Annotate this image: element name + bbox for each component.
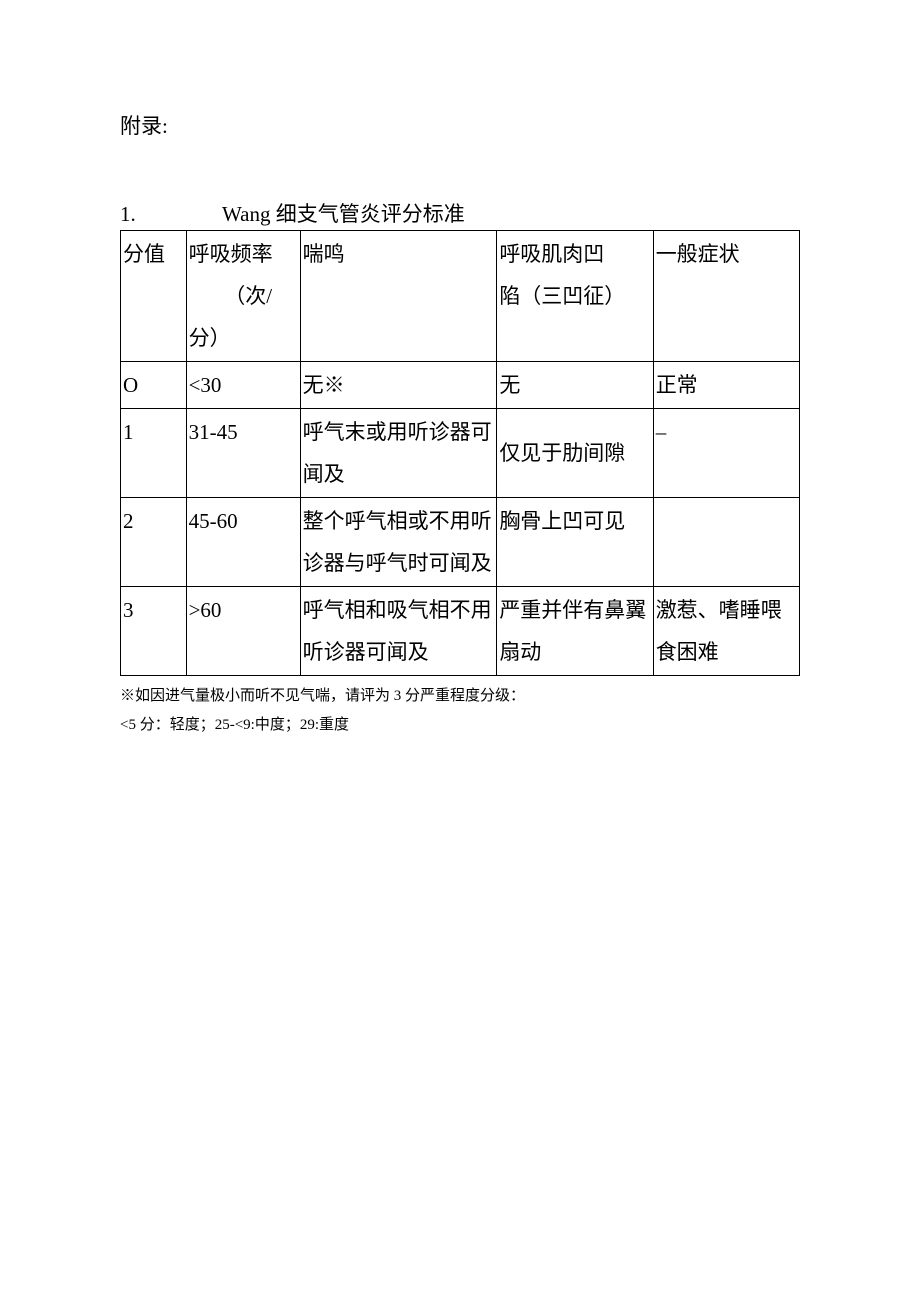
cell-retraction: 无 bbox=[497, 362, 653, 409]
cell-rate: 45-60 bbox=[186, 498, 300, 587]
title-number: 1. bbox=[120, 202, 222, 227]
header-rate: 呼吸频率 （次/分） bbox=[186, 231, 300, 362]
table-title: 1.Wang 细支气管炎评分标准 bbox=[120, 198, 800, 228]
cell-general: – bbox=[653, 409, 799, 498]
cell-wheeze: 整个呼气相或不用听诊器与呼气时可闻及 bbox=[300, 498, 497, 587]
cell-score: O bbox=[121, 362, 187, 409]
header-retraction-line1: 呼吸肌肉凹 bbox=[499, 242, 604, 266]
table-row: O <30 无※ 无 正常 bbox=[121, 362, 800, 409]
header-rate-label: 呼吸频率 bbox=[189, 242, 273, 266]
cell-retraction: 仅见于肋间隙 bbox=[497, 409, 653, 498]
appendix-label: 附录: bbox=[120, 110, 800, 140]
cell-score: 1 bbox=[121, 409, 187, 498]
header-rate-unit: （次/分） bbox=[189, 275, 298, 359]
header-retraction: 呼吸肌肉凹 陷（三凹征） bbox=[497, 231, 653, 362]
cell-general: 激惹、嗜睡喂食困难 bbox=[653, 587, 799, 676]
cell-score: 3 bbox=[121, 587, 187, 676]
cell-wheeze: 呼气末或用听诊器可闻及 bbox=[300, 409, 497, 498]
footnote-line2: <5 分：轻度；25-<9:中度；29:重度 bbox=[120, 711, 800, 740]
page-container: 附录: 1.Wang 细支气管炎评分标准 分值 呼吸频率 （次/分） 喘鸣 呼吸… bbox=[0, 0, 920, 739]
table-header-row: 分值 呼吸频率 （次/分） 喘鸣 呼吸肌肉凹 陷（三凹征） 一般症状 bbox=[121, 231, 800, 362]
cell-retraction: 严重并伴有鼻翼扇动 bbox=[497, 587, 653, 676]
cell-wheeze: 无※ bbox=[300, 362, 497, 409]
cell-general: 正常 bbox=[653, 362, 799, 409]
cell-score: 2 bbox=[121, 498, 187, 587]
cell-retraction: 胸骨上凹可见 bbox=[497, 498, 653, 587]
cell-rate: >60 bbox=[186, 587, 300, 676]
header-wheeze: 喘鸣 bbox=[300, 231, 497, 362]
scoring-table: 分值 呼吸频率 （次/分） 喘鸣 呼吸肌肉凹 陷（三凹征） 一般症状 O <30… bbox=[120, 230, 800, 676]
cell-rate: <30 bbox=[186, 362, 300, 409]
cell-rate: 31-45 bbox=[186, 409, 300, 498]
table-row: 2 45-60 整个呼气相或不用听诊器与呼气时可闻及 胸骨上凹可见 bbox=[121, 498, 800, 587]
cell-wheeze: 呼气相和吸气相不用听诊器可闻及 bbox=[300, 587, 497, 676]
title-text: Wang 细支气管炎评分标准 bbox=[222, 202, 465, 226]
header-general: 一般症状 bbox=[653, 231, 799, 362]
cell-general bbox=[653, 498, 799, 587]
table-row: 3 >60 呼气相和吸气相不用听诊器可闻及 严重并伴有鼻翼扇动 激惹、嗜睡喂食困… bbox=[121, 587, 800, 676]
footnote-line1: ※如因进气量极小而听不见气喘，请评为 3 分严重程度分级： bbox=[120, 682, 800, 711]
footnote: ※如因进气量极小而听不见气喘，请评为 3 分严重程度分级： <5 分：轻度；25… bbox=[120, 682, 800, 739]
table-row: 1 31-45 呼气末或用听诊器可闻及 仅见于肋间隙 – bbox=[121, 409, 800, 498]
header-score: 分值 bbox=[121, 231, 187, 362]
header-retraction-line2: 陷（三凹征） bbox=[499, 284, 625, 308]
